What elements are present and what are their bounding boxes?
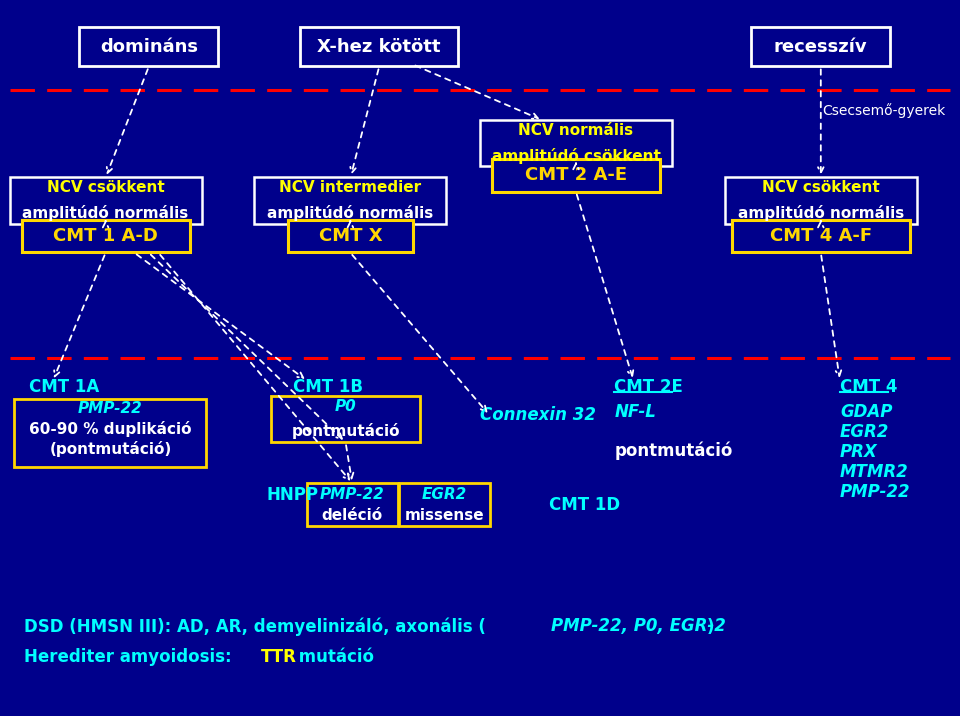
Text: CMT 1B: CMT 1B <box>293 377 363 396</box>
FancyBboxPatch shape <box>300 26 459 66</box>
Text: PMP-22, P0, EGR-2: PMP-22, P0, EGR-2 <box>551 617 726 636</box>
Text: ): ) <box>707 617 713 636</box>
Text: PRX: PRX <box>840 442 877 461</box>
Text: CMT 4 A-F: CMT 4 A-F <box>770 227 872 246</box>
Text: GDAP: GDAP <box>840 402 893 421</box>
Text: MTMR2: MTMR2 <box>840 463 909 481</box>
Text: pontmutáció: pontmutáció <box>291 423 400 439</box>
Text: PMP-22: PMP-22 <box>320 487 385 501</box>
FancyBboxPatch shape <box>492 159 660 191</box>
Text: recesszív: recesszív <box>774 37 868 56</box>
Text: Herediter amyoidosis:: Herediter amyoidosis: <box>24 648 237 667</box>
Text: 60-90 % duplikáció: 60-90 % duplikáció <box>29 421 192 437</box>
Text: PMP-22: PMP-22 <box>78 402 143 416</box>
FancyBboxPatch shape <box>14 400 206 467</box>
Text: domináns: domináns <box>100 37 198 56</box>
Text: (pontmutáció): (pontmutáció) <box>49 441 172 457</box>
Text: CMT 1D: CMT 1D <box>549 495 620 514</box>
Text: NF-L: NF-L <box>614 402 657 421</box>
Text: NCV intermedier: NCV intermedier <box>279 180 421 195</box>
FancyBboxPatch shape <box>480 120 672 166</box>
Text: CMT 2E: CMT 2E <box>614 377 684 396</box>
FancyBboxPatch shape <box>725 178 917 223</box>
FancyBboxPatch shape <box>751 26 891 66</box>
FancyBboxPatch shape <box>307 483 397 526</box>
FancyBboxPatch shape <box>22 220 190 252</box>
FancyBboxPatch shape <box>254 178 446 223</box>
Text: EGR2: EGR2 <box>421 487 468 501</box>
FancyBboxPatch shape <box>79 26 218 66</box>
Text: PMP-22: PMP-22 <box>840 483 911 501</box>
Text: amplitúdó normális: amplitúdó normális <box>737 205 904 221</box>
Text: amplitúdó csökkent: amplitúdó csökkent <box>492 148 660 164</box>
FancyBboxPatch shape <box>732 220 910 252</box>
Text: missense: missense <box>405 508 484 523</box>
Text: TTR: TTR <box>260 648 297 667</box>
FancyBboxPatch shape <box>288 220 413 252</box>
Text: CMT 1A: CMT 1A <box>29 377 99 396</box>
Text: X-hez kötött: X-hez kötött <box>318 37 441 56</box>
Text: NCV csökkent: NCV csökkent <box>762 180 879 195</box>
Text: NCV csökkent: NCV csökkent <box>47 180 164 195</box>
Text: CMT 1 A-D: CMT 1 A-D <box>53 227 158 246</box>
Text: Csecsemő-gyerek: Csecsemő-gyerek <box>823 104 946 118</box>
Text: CMT 2 A-E: CMT 2 A-E <box>525 166 627 185</box>
Text: DSD (HMSN III): AD, AR, demyelinizáló, axonális (: DSD (HMSN III): AD, AR, demyelinizáló, a… <box>24 617 486 636</box>
Text: amplitúdó normális: amplitúdó normális <box>22 205 189 221</box>
Text: CMT 4: CMT 4 <box>840 377 898 396</box>
Text: amplitúdó normális: amplitúdó normális <box>267 205 434 221</box>
Text: pontmutáció: pontmutáció <box>614 442 732 460</box>
Text: deléció: deléció <box>322 508 383 523</box>
FancyBboxPatch shape <box>271 395 420 442</box>
Text: EGR2: EGR2 <box>840 422 889 441</box>
Text: HNPP: HNPP <box>267 486 319 505</box>
Text: mutáció: mutáció <box>293 648 373 667</box>
Text: Connexin 32: Connexin 32 <box>480 406 596 425</box>
Text: P0: P0 <box>335 400 356 414</box>
Text: CMT X: CMT X <box>319 227 382 246</box>
FancyBboxPatch shape <box>10 178 202 223</box>
FancyBboxPatch shape <box>399 483 491 526</box>
Text: NCV normális: NCV normális <box>518 123 634 137</box>
